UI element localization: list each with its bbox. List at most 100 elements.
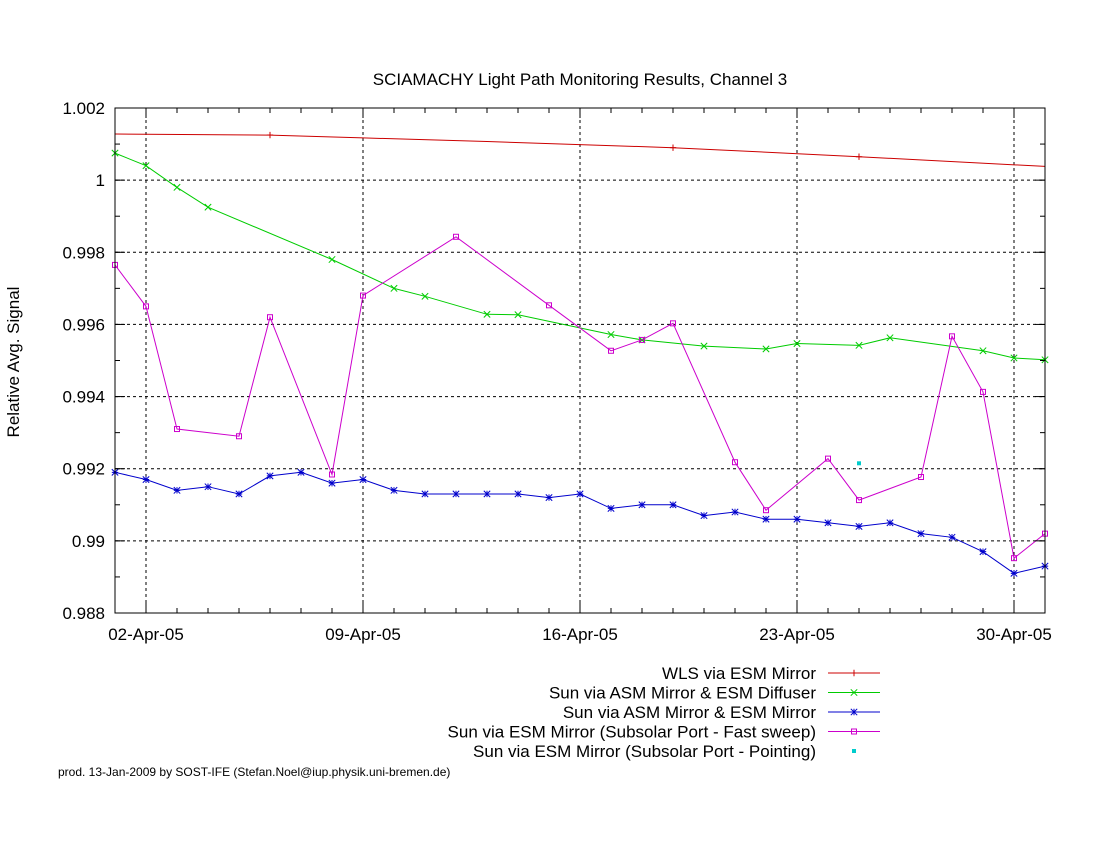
y-tick-label: 0.99 bbox=[72, 532, 105, 551]
data-point bbox=[390, 486, 398, 494]
data-point bbox=[855, 522, 863, 530]
data-point bbox=[825, 455, 831, 462]
data-point bbox=[452, 490, 460, 498]
series-3 bbox=[111, 468, 1049, 577]
y-tick-label: 1 bbox=[96, 171, 105, 190]
data-point bbox=[607, 330, 615, 339]
x-tick-label: 02-Apr-05 bbox=[108, 625, 184, 644]
data-point bbox=[328, 255, 336, 264]
data-point bbox=[948, 533, 956, 541]
data-point bbox=[824, 519, 832, 527]
data-point bbox=[359, 475, 367, 484]
y-axis-label: Relative Avg. Signal bbox=[4, 287, 23, 438]
data-point bbox=[700, 342, 708, 350]
data-point bbox=[669, 501, 677, 509]
data-point bbox=[204, 203, 212, 211]
legend-entry: WLS via ESM Mirror bbox=[662, 664, 880, 683]
data-point bbox=[949, 333, 955, 340]
data-point bbox=[514, 311, 522, 319]
x-tick-label: 30-Apr-05 bbox=[976, 625, 1052, 644]
data-point bbox=[732, 459, 738, 466]
data-point bbox=[608, 347, 614, 354]
legend-entry: Sun via ASM Mirror & ESM Mirror bbox=[563, 703, 880, 722]
data-point bbox=[700, 512, 708, 520]
data-point bbox=[980, 388, 986, 395]
data-point bbox=[266, 472, 274, 480]
data-point bbox=[173, 486, 181, 494]
plot-series bbox=[111, 131, 1049, 577]
footer-note: prod. 13-Jan-2009 by SOST-IFE (Stefan.No… bbox=[58, 765, 450, 779]
data-point bbox=[390, 284, 398, 292]
data-point bbox=[918, 474, 924, 481]
data-point bbox=[669, 144, 677, 151]
data-point bbox=[979, 548, 987, 556]
data-point bbox=[1011, 555, 1017, 562]
y-tick-label: 0.996 bbox=[62, 315, 105, 334]
data-point bbox=[545, 494, 553, 502]
data-point bbox=[483, 310, 491, 318]
data-point bbox=[762, 515, 770, 523]
legend-label: Sun via ESM Mirror (Subsolar Port - Fast… bbox=[448, 723, 816, 742]
data-point bbox=[1010, 569, 1018, 577]
data-point bbox=[142, 475, 150, 484]
data-point bbox=[1010, 354, 1018, 362]
legend-label: Sun via ASM Mirror & ESM Diffuser bbox=[549, 684, 816, 703]
data-point bbox=[173, 183, 181, 191]
data-point bbox=[855, 153, 863, 160]
legend-swatch-marker bbox=[851, 728, 857, 735]
legend-swatch-marker bbox=[852, 749, 856, 753]
data-point bbox=[793, 339, 801, 348]
data-point bbox=[267, 314, 273, 321]
data-point bbox=[453, 233, 459, 240]
x-tick-label: 23-Apr-05 bbox=[759, 625, 835, 644]
y-tick-label: 0.994 bbox=[62, 388, 105, 407]
data-point bbox=[329, 471, 335, 478]
data-point bbox=[328, 479, 336, 487]
data-point bbox=[204, 483, 212, 491]
x-tick-label: 09-Apr-05 bbox=[325, 625, 401, 644]
data-point bbox=[266, 131, 274, 139]
legend-swatch-marker bbox=[850, 688, 858, 697]
legend-label: Sun via ESM Mirror (Subsolar Port - Poin… bbox=[473, 742, 816, 761]
data-point bbox=[236, 433, 242, 440]
data-point bbox=[421, 292, 429, 300]
y-tick-label: 0.998 bbox=[62, 243, 105, 262]
legend-entry: Sun via ASM Mirror & ESM Diffuser bbox=[549, 684, 880, 703]
series-1 bbox=[114, 131, 1046, 167]
data-point bbox=[142, 162, 150, 170]
legend-entry: Sun via ESM Mirror (Subsolar Port - Fast… bbox=[448, 723, 880, 742]
legend-label: Sun via ASM Mirror & ESM Mirror bbox=[563, 703, 816, 722]
data-point bbox=[638, 501, 646, 509]
data-point bbox=[762, 345, 770, 353]
data-point bbox=[514, 490, 522, 498]
y-tick-label: 0.992 bbox=[62, 460, 105, 479]
data-point bbox=[576, 490, 584, 498]
data-point bbox=[886, 334, 894, 342]
data-point bbox=[297, 468, 305, 476]
legend-label: WLS via ESM Mirror bbox=[662, 664, 816, 683]
series-line bbox=[114, 152, 1046, 361]
data-point bbox=[917, 530, 925, 538]
chart-title: SCIAMACHY Light Path Monitoring Results,… bbox=[373, 70, 788, 89]
data-point bbox=[235, 490, 243, 498]
grid bbox=[115, 108, 1045, 613]
data-point bbox=[639, 336, 645, 343]
data-point bbox=[174, 426, 180, 433]
legend-entry: Sun via ESM Mirror (Subsolar Port - Poin… bbox=[473, 742, 856, 761]
data-point bbox=[763, 507, 769, 514]
data-point bbox=[979, 347, 987, 355]
data-point bbox=[731, 508, 739, 516]
data-point bbox=[360, 292, 366, 299]
legend-swatch-marker bbox=[850, 669, 858, 677]
data-point bbox=[670, 320, 676, 327]
data-point bbox=[483, 490, 491, 498]
data-point bbox=[546, 302, 552, 309]
data-point bbox=[421, 490, 429, 498]
y-tick-label: 1.002 bbox=[62, 99, 105, 118]
series-5 bbox=[857, 461, 861, 466]
data-point bbox=[856, 497, 862, 504]
x-tick-label: 16-Apr-05 bbox=[542, 625, 618, 644]
data-point bbox=[857, 461, 861, 466]
data-point bbox=[855, 341, 863, 349]
